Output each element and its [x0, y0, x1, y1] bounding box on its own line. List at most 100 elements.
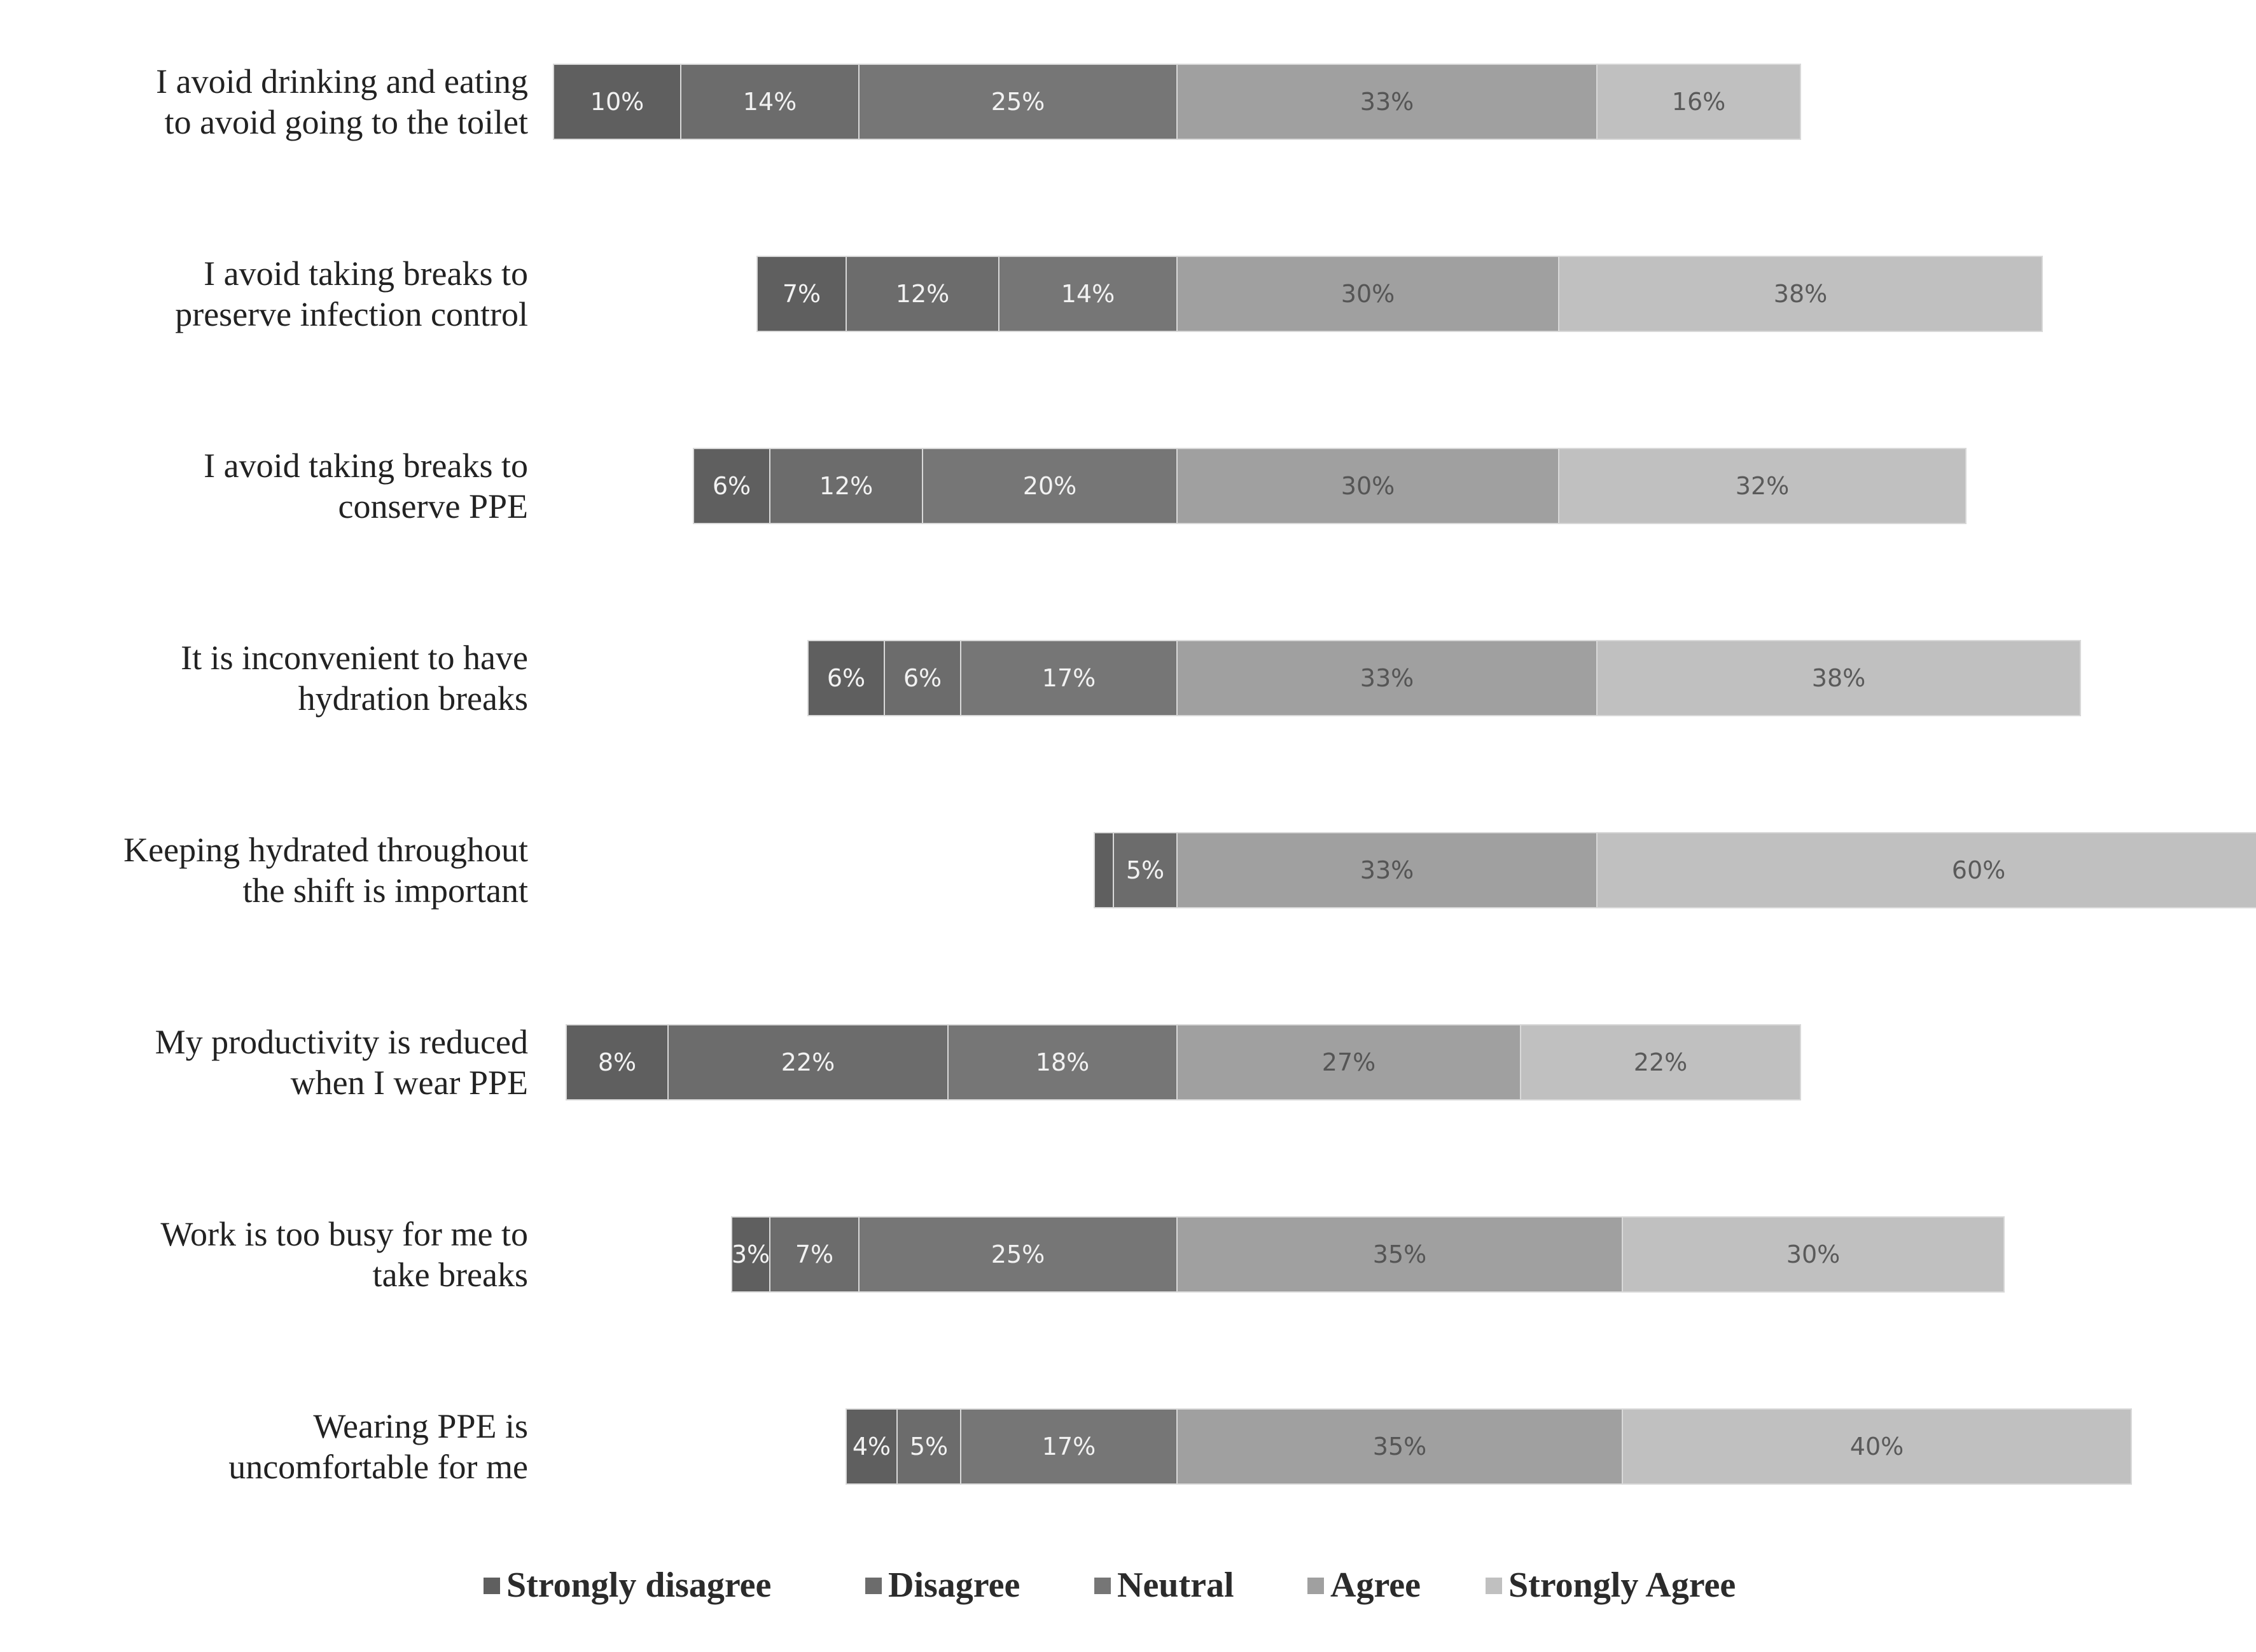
bar-segment-agree	[1176, 832, 1598, 908]
bar-segment-disagree	[1113, 832, 1178, 908]
data-label: 17%	[1042, 664, 1096, 692]
bar-segment-strongly-disagree	[553, 64, 681, 140]
bar-segment-strongly-disagree	[756, 256, 847, 332]
legend-swatch	[1307, 1578, 1324, 1594]
bar-segment-neutral	[960, 640, 1178, 716]
data-label: 30%	[1786, 1240, 1840, 1268]
bars	[553, 64, 2256, 1485]
bar-segment-strongly-disagree	[566, 1024, 669, 1100]
data-label: 7%	[783, 280, 821, 308]
data-label: 18%	[1036, 1048, 1089, 1076]
category-label: uncomfortable for me	[228, 1448, 528, 1486]
data-label: 17%	[1042, 1433, 1096, 1461]
bar-segment-disagree	[846, 256, 999, 332]
bar-segment-strongly-agree	[1558, 448, 1967, 524]
data-label: 38%	[1774, 280, 1827, 308]
segment-labels: 10% 14% 25% 33% 16% 7% 12% 14% 30% 38% 6% 12% 20% 30%…	[590, 88, 2005, 1461]
data-label: 20%	[1023, 472, 1076, 500]
data-label: 6%	[903, 664, 942, 692]
bar-segment-agree	[1176, 1408, 1623, 1485]
legend-label: Agree	[1330, 1565, 1421, 1605]
legend-swatch	[1486, 1578, 1502, 1594]
data-label: 6%	[713, 472, 751, 500]
category-label: My productivity is reduced	[155, 1023, 528, 1061]
category-label: hydration breaks	[298, 679, 528, 718]
category-label: It is inconvenient to have	[181, 639, 528, 677]
data-label: 4%	[853, 1433, 891, 1461]
data-label: 16%	[1672, 88, 1725, 116]
data-label: 6%	[827, 664, 865, 692]
bar-segment-agree	[1176, 640, 1598, 716]
legend: Strongly disagree Disagree Neutral Agree Str…	[484, 1565, 1736, 1605]
legend-swatch	[865, 1578, 882, 1594]
data-label: 38%	[1812, 664, 1865, 692]
bar-segment-agree	[1176, 1024, 1521, 1100]
bar-segment-strongly-agree	[1520, 1024, 1801, 1100]
bar-segment-strongly-agree	[1596, 640, 2081, 716]
category-label: Wearing PPE is	[313, 1407, 528, 1445]
bar-segment-disagree	[680, 64, 860, 140]
bar-segment-disagree	[769, 448, 923, 524]
bar-segment-neutral	[947, 1024, 1178, 1100]
data-label: 33%	[1360, 856, 1414, 884]
data-label: 12%	[896, 280, 949, 308]
category-label: take breaks	[373, 1256, 528, 1294]
bar-segment-agree	[1176, 256, 1559, 332]
data-label: 22%	[781, 1048, 835, 1076]
data-label: 10%	[590, 88, 644, 116]
data-label: 14%	[743, 88, 797, 116]
data-label: 35%	[1373, 1240, 1426, 1268]
bar-segment-disagree	[884, 640, 961, 716]
data-label: 25%	[991, 1240, 1045, 1268]
data-label: 7%	[795, 1240, 833, 1268]
legend-label: Strongly disagree	[506, 1565, 771, 1605]
data-label: 33%	[1360, 664, 1414, 692]
data-label: 33%	[1360, 88, 1414, 116]
category-label: preserve infection control	[175, 295, 528, 333]
data-label: 25%	[991, 88, 1045, 116]
data-label: 5%	[910, 1433, 948, 1461]
bar-segment-strongly-agree	[1596, 64, 1801, 140]
bar-segment-strongly-disagree	[846, 1408, 898, 1485]
data-label: 3%	[732, 1240, 770, 1268]
category-label: the shift is important	[243, 871, 528, 910]
category-label: I avoid taking breaks to	[204, 447, 528, 485]
data-label: 32%	[1736, 472, 1789, 500]
data-label: 27%	[1322, 1048, 1375, 1076]
data-label: 35%	[1373, 1433, 1426, 1461]
category-label: to avoid going to the toilet	[165, 103, 528, 141]
category-label: I avoid drinking and eating	[156, 62, 528, 101]
bar-segment-strongly-agree	[1622, 1216, 2005, 1293]
category-label: when I wear PPE	[291, 1064, 528, 1102]
category-label: I avoid taking breaks to	[204, 254, 528, 293]
bar-segment-neutral	[998, 256, 1178, 332]
data-label: 30%	[1341, 280, 1395, 308]
legend-label: Disagree	[888, 1565, 1020, 1605]
bar-segment-neutral	[922, 448, 1178, 524]
bar-segment-agree	[1176, 448, 1559, 524]
bar-segment-disagree	[769, 1216, 860, 1293]
data-label: 22%	[1634, 1048, 1687, 1076]
bar-segment-agree	[1176, 64, 1598, 140]
legend-label: Strongly Agree	[1508, 1565, 1736, 1605]
data-label: 30%	[1341, 472, 1395, 500]
legend-swatch	[1094, 1578, 1111, 1594]
category-label: conserve PPE	[338, 487, 528, 525]
category-label: Work is too busy for me to	[160, 1215, 528, 1253]
category-label: Keeping hydrated throughout	[123, 831, 528, 869]
bar-segment-strongly-disagree	[731, 1216, 770, 1293]
data-label: 12%	[819, 472, 873, 500]
legend-label: Neutral	[1117, 1565, 1234, 1605]
data-label: 14%	[1061, 280, 1115, 308]
data-label: 60%	[1952, 856, 2005, 884]
bar-segment-neutral	[960, 1408, 1178, 1485]
bar-segment-strongly-agree	[1596, 832, 2256, 908]
legend-swatch	[484, 1578, 500, 1594]
bar-segment-strongly-disagree	[1094, 832, 1114, 908]
data-label: 40%	[1850, 1433, 1904, 1461]
bar-segment-disagree	[667, 1024, 949, 1100]
bar-segment-strongly-agree	[1622, 1408, 2132, 1485]
